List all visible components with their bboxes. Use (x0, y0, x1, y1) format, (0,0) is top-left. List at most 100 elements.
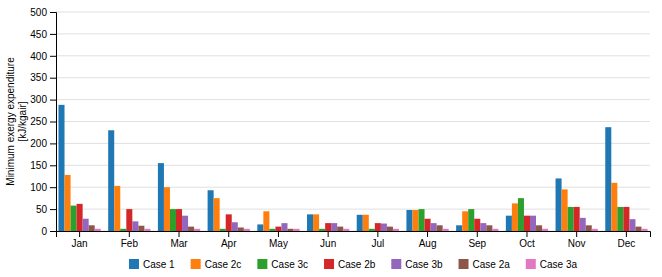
tick: Jan (72, 231, 88, 249)
grid-line (56, 143, 650, 144)
bar (641, 229, 647, 231)
bar (456, 225, 462, 231)
tick: 100 (30, 182, 56, 193)
grid (56, 12, 650, 231)
tick-mark (278, 231, 279, 237)
grid-line (56, 121, 650, 122)
bar (375, 223, 381, 231)
legend-swatch (129, 259, 139, 269)
tick-label: Mar (170, 238, 188, 249)
tick-label: Sep (468, 238, 486, 249)
tick-label: 450 (30, 29, 47, 40)
tick-mark (427, 231, 428, 237)
bar (208, 190, 214, 231)
bar (518, 198, 524, 231)
tick: 150 (30, 160, 56, 171)
bar (307, 214, 313, 231)
legend-label: Case 3a (540, 259, 578, 270)
tick: Oct (519, 231, 535, 249)
legend-swatch (459, 259, 469, 269)
bar (580, 218, 586, 231)
tick-mark (526, 231, 527, 237)
tick-mark (50, 56, 56, 57)
legend-item: Case 3a (526, 259, 578, 270)
bar (536, 225, 542, 231)
bar-series (77, 204, 630, 231)
bar (492, 229, 498, 231)
grid-line (56, 99, 650, 100)
bar (542, 229, 548, 231)
bar (468, 209, 474, 231)
tick-label: 100 (30, 182, 47, 193)
bar (275, 227, 281, 231)
bar-series (95, 229, 648, 231)
tick: Sep (468, 231, 486, 249)
tick-label: 500 (30, 7, 47, 18)
tick-mark (50, 187, 56, 188)
bar (257, 224, 263, 231)
bar (406, 210, 412, 231)
bar (220, 229, 226, 231)
bar (611, 183, 617, 231)
bar (71, 206, 77, 231)
tick-mark (50, 209, 56, 210)
bar (530, 216, 536, 231)
bar (437, 225, 443, 231)
bar (226, 214, 232, 231)
tick: May (269, 231, 288, 249)
tick-mark (477, 231, 478, 237)
bar (95, 229, 101, 231)
bar (269, 229, 275, 231)
tick: Jul (371, 231, 384, 249)
bar (605, 127, 611, 231)
bar (474, 219, 480, 231)
tick-label: 300 (30, 94, 47, 105)
legend-swatch (257, 259, 267, 269)
tick: 450 (30, 29, 56, 40)
tick: 500 (30, 7, 56, 18)
tick-mark (50, 12, 56, 13)
grid-line (56, 12, 650, 13)
bar (369, 229, 375, 231)
bar (556, 178, 562, 231)
tick-label: 0 (41, 226, 47, 237)
bar (592, 229, 598, 231)
tick-label: Nov (568, 238, 586, 249)
bar (387, 227, 393, 231)
bar (486, 225, 492, 231)
legend-item: Case 1 (129, 259, 175, 270)
legend-swatch (391, 259, 401, 269)
tick-mark (50, 231, 56, 232)
tick-label: Jul (371, 238, 384, 249)
tick-label: 250 (30, 116, 47, 127)
bar (443, 229, 449, 231)
bar (524, 216, 530, 231)
legend-swatch (324, 259, 334, 269)
bar (462, 211, 468, 231)
bar (425, 219, 431, 231)
bar (114, 186, 120, 231)
bar (381, 224, 387, 231)
tick: 200 (30, 138, 56, 149)
bar (176, 209, 182, 231)
bar (244, 229, 250, 231)
bar (194, 229, 200, 231)
legend-item: Case 2b (324, 259, 376, 270)
tick: Dec (617, 231, 635, 249)
tick-label: Aug (419, 238, 437, 249)
tick-mark (50, 165, 56, 166)
bar (120, 229, 126, 231)
grid-line (56, 55, 650, 56)
bar (319, 229, 325, 231)
legend-swatch (191, 259, 201, 269)
tick-label: Dec (617, 238, 635, 249)
plot: JanFebMarAprMayJunJulAugSepOctNovDec0501… (30, 7, 650, 249)
x-axis: JanFebMarAprMayJunJulAugSepOctNovDec (57, 231, 651, 249)
bar (512, 203, 518, 231)
tick: Aug (419, 231, 437, 249)
tick-label: 400 (30, 51, 47, 62)
tick-mark (576, 231, 577, 237)
bar (629, 219, 635, 231)
bar (232, 222, 238, 231)
bar (343, 229, 349, 231)
